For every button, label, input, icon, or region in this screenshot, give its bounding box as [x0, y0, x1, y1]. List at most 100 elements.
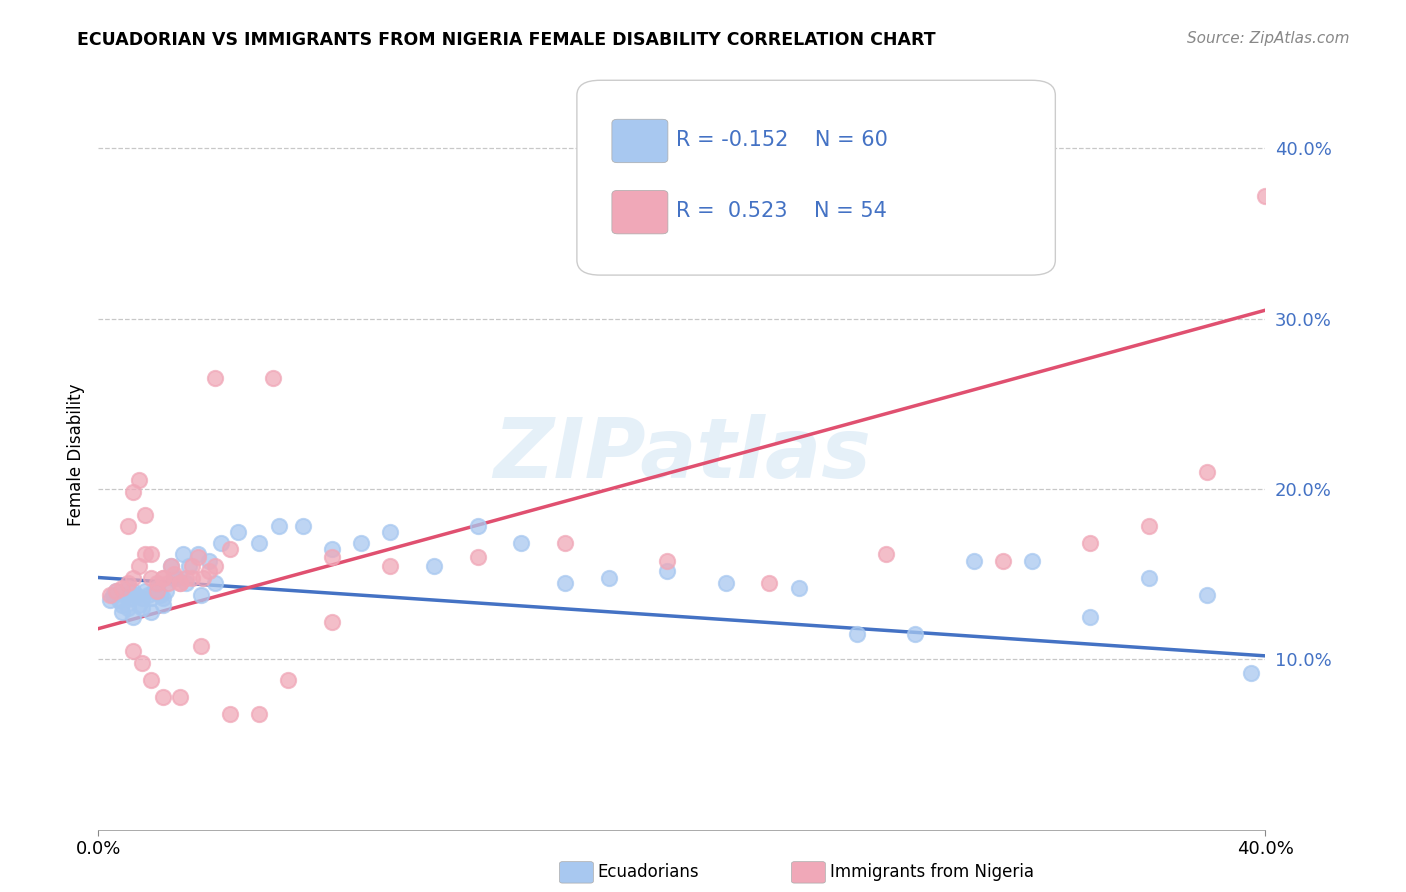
Point [111, 581, 134, 595]
Point [128, 598, 150, 612]
Point [262, 371, 284, 385]
FancyBboxPatch shape [612, 120, 668, 162]
Point [380, 558, 402, 573]
Point [139, 591, 162, 605]
Text: R =  0.523    N = 54: R = 0.523 N = 54 [676, 202, 887, 221]
Point [152, 570, 174, 584]
Point [846, 626, 869, 640]
Point [758, 575, 780, 590]
Point [1080, 609, 1102, 624]
Point [122, 570, 145, 584]
Point [198, 564, 221, 578]
Point [142, 584, 165, 599]
Point [114, 588, 136, 602]
Point [218, 541, 240, 556]
Point [187, 550, 209, 565]
Point [277, 673, 299, 687]
Point [423, 558, 446, 573]
Point [146, 584, 169, 599]
Point [152, 591, 174, 605]
Point [146, 581, 169, 595]
Point [104, 584, 127, 599]
Point [657, 564, 679, 578]
Point [321, 615, 343, 629]
Point [128, 474, 150, 488]
Point [134, 508, 156, 522]
Point [787, 581, 810, 595]
Point [134, 547, 156, 561]
Point [139, 673, 162, 687]
Point [152, 570, 174, 584]
Point [228, 524, 250, 539]
Point [139, 605, 162, 619]
Point [169, 690, 191, 704]
Point [131, 601, 153, 615]
Point [160, 558, 183, 573]
Point [1080, 536, 1102, 550]
Point [139, 570, 162, 584]
Y-axis label: Female Disability: Female Disability [66, 384, 84, 526]
Point [247, 706, 270, 721]
Point [190, 639, 212, 653]
Point [180, 570, 202, 584]
Point [122, 644, 145, 658]
Point [875, 547, 897, 561]
Point [122, 485, 145, 500]
Point [146, 575, 169, 590]
Point [98, 592, 121, 607]
Point [193, 570, 215, 584]
Point [1254, 189, 1277, 203]
Point [177, 558, 200, 573]
Text: R = -0.152    N = 60: R = -0.152 N = 60 [676, 130, 889, 150]
Point [157, 575, 180, 590]
Point [204, 575, 226, 590]
Point [163, 567, 186, 582]
Point [131, 656, 153, 670]
FancyBboxPatch shape [576, 80, 1056, 275]
Point [247, 536, 270, 550]
Point [122, 584, 145, 599]
Point [1137, 519, 1160, 533]
Point [136, 588, 159, 602]
Point [117, 575, 139, 590]
Point [155, 584, 177, 599]
Point [169, 575, 191, 590]
Point [166, 570, 188, 584]
Point [657, 553, 679, 567]
Text: ZIPatlas: ZIPatlas [494, 415, 870, 495]
Point [714, 575, 737, 590]
Point [350, 536, 373, 550]
Point [128, 558, 150, 573]
Point [169, 575, 191, 590]
Point [510, 536, 533, 550]
Point [125, 588, 148, 602]
Point [269, 519, 291, 533]
Text: Source: ZipAtlas.com: Source: ZipAtlas.com [1187, 31, 1350, 46]
FancyBboxPatch shape [612, 190, 668, 234]
Point [104, 584, 127, 599]
Point [180, 558, 202, 573]
Point [111, 598, 134, 612]
Point [209, 536, 232, 550]
Point [117, 519, 139, 533]
Point [204, 371, 226, 385]
Point [218, 706, 240, 721]
Point [122, 609, 145, 624]
Point [198, 553, 221, 567]
Point [131, 591, 153, 605]
Point [190, 588, 212, 602]
Point [991, 553, 1014, 567]
Point [554, 575, 576, 590]
Point [172, 547, 194, 561]
Point [111, 605, 134, 619]
Point [163, 570, 186, 584]
Point [139, 547, 162, 561]
Point [904, 626, 927, 640]
Point [598, 570, 620, 584]
Point [108, 592, 131, 607]
Point [152, 598, 174, 612]
Text: Immigrants from Nigeria: Immigrants from Nigeria [830, 863, 1033, 881]
Point [101, 588, 124, 602]
Point [1195, 588, 1218, 602]
Point [117, 581, 139, 595]
